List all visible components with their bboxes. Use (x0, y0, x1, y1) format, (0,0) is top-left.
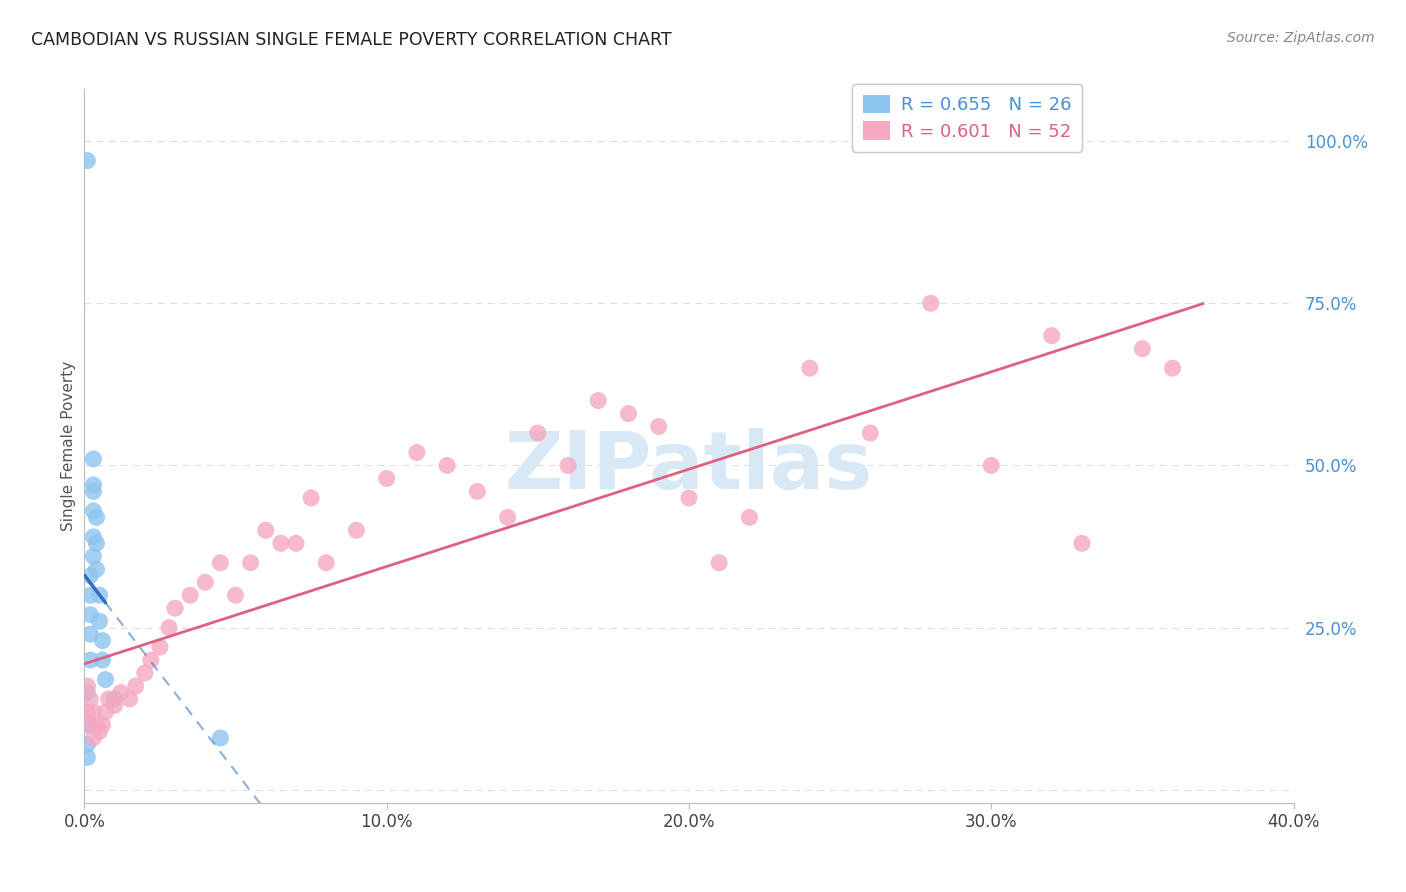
Point (104, 692, 127, 706)
Point (104, 698, 127, 713)
Point (375, 471, 398, 485)
Point (76, 705, 98, 719)
Point (285, 536, 308, 550)
Point (165, 601, 187, 615)
Point (89, 614, 111, 628)
Text: Source: ZipAtlas.com: Source: ZipAtlas.com (1227, 31, 1375, 45)
Point (91, 718, 114, 732)
Point (980, 458, 1002, 473)
Point (79, 607, 101, 622)
Point (76, 738, 98, 752)
Point (1161, 361, 1184, 376)
Point (91, 633, 114, 648)
Point (239, 556, 262, 570)
Point (89, 724, 111, 739)
Point (79, 653, 101, 667)
Point (436, 458, 458, 473)
Legend: R = 0.655   N = 26, R = 0.601   N = 52: R = 0.655 N = 26, R = 0.601 N = 52 (852, 84, 1083, 152)
Point (79, 627, 101, 641)
Point (97, 692, 120, 706)
Point (91, 653, 114, 667)
Point (1130, 342, 1153, 356)
Point (209, 731, 232, 745)
Y-axis label: Single Female Poverty: Single Female Poverty (60, 361, 76, 531)
Point (557, 458, 579, 473)
Point (225, 588, 247, 602)
Point (82, 731, 104, 745)
Point (134, 666, 156, 681)
Text: ZIPatlas: ZIPatlas (505, 428, 873, 507)
Point (94, 705, 117, 719)
Point (179, 588, 201, 602)
Point (89, 588, 111, 602)
Point (79, 588, 101, 602)
Point (86, 718, 108, 732)
Text: CAMBODIAN VS RUSSIAN SINGLE FEMALE POVERTY CORRELATION CHART: CAMBODIAN VS RUSSIAN SINGLE FEMALE POVER… (31, 31, 672, 49)
Point (315, 556, 337, 570)
Point (94, 673, 117, 687)
Point (299, 491, 322, 505)
Point (79, 718, 101, 732)
Point (738, 510, 761, 524)
Point (270, 536, 292, 550)
Point (920, 296, 942, 310)
Point (859, 425, 882, 440)
Point (157, 621, 180, 635)
Point (125, 679, 148, 693)
Point (76, 679, 98, 693)
Point (139, 653, 162, 667)
Point (79, 692, 101, 706)
Point (1071, 536, 1094, 550)
Point (76, 685, 98, 699)
Point (678, 491, 700, 505)
Point (86, 510, 108, 524)
Point (118, 692, 141, 706)
Point (76, 153, 98, 168)
Point (209, 556, 232, 570)
Point (648, 419, 671, 434)
Point (82, 504, 104, 518)
Point (254, 524, 277, 538)
Point (527, 425, 550, 440)
Point (76, 718, 98, 732)
Point (617, 407, 640, 421)
Point (86, 536, 108, 550)
Point (110, 685, 132, 699)
Point (799, 361, 821, 376)
Point (79, 568, 101, 582)
Point (496, 510, 519, 524)
Point (82, 530, 104, 544)
Point (406, 445, 429, 459)
Point (588, 393, 610, 408)
Point (1040, 328, 1063, 343)
Point (709, 556, 731, 570)
Point (86, 562, 108, 576)
Point (76, 750, 98, 764)
Point (346, 524, 368, 538)
Point (82, 452, 104, 467)
Point (82, 705, 104, 719)
Point (82, 484, 104, 499)
Point (82, 478, 104, 492)
Point (149, 640, 172, 654)
Point (467, 484, 489, 499)
Point (82, 549, 104, 564)
Point (194, 575, 217, 590)
